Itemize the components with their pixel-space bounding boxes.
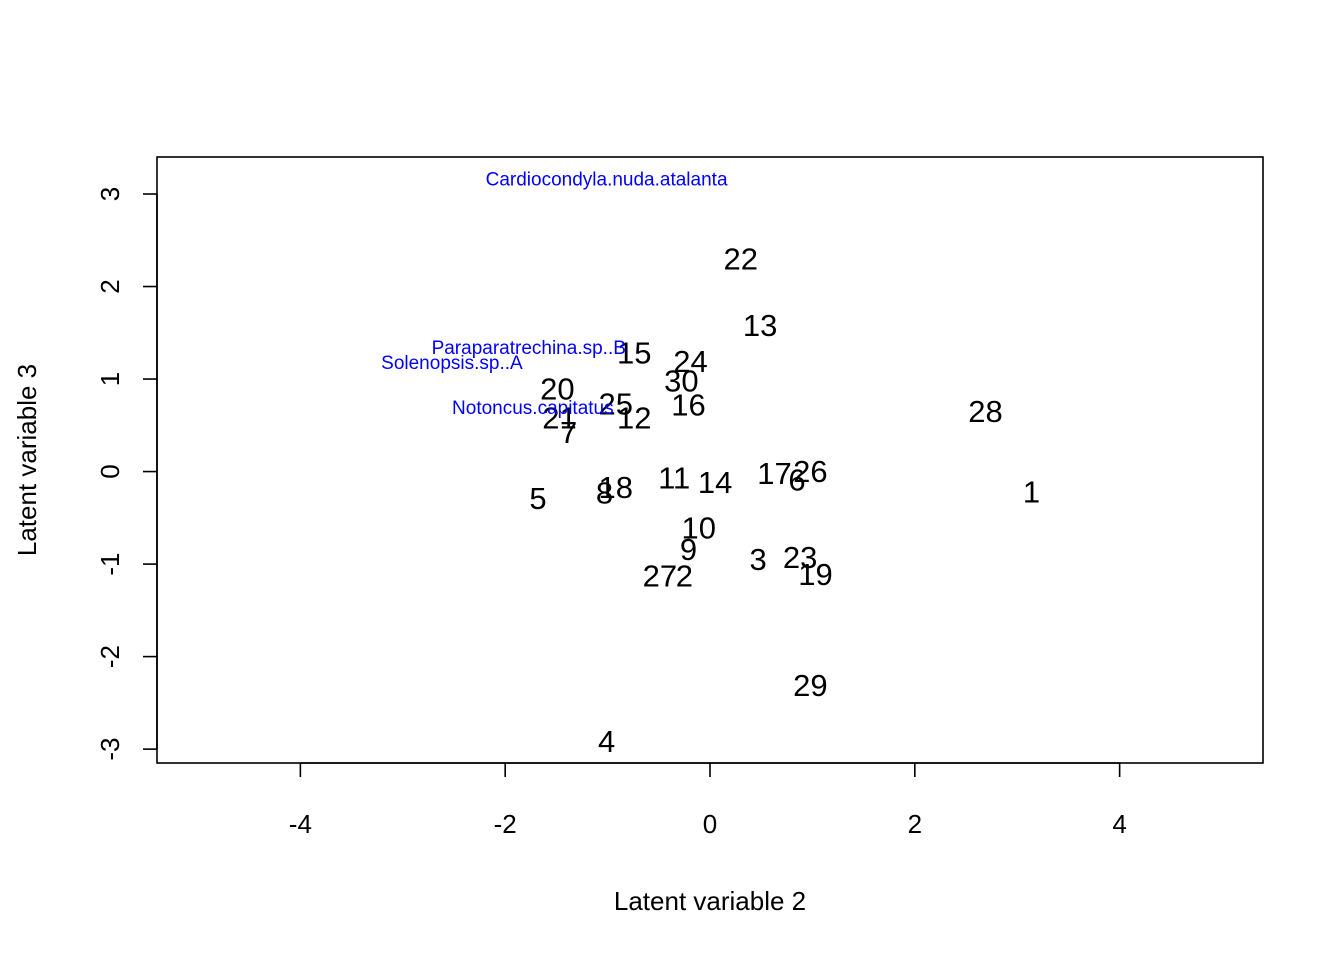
y-tick-label: 0 — [95, 464, 125, 478]
site-point-label: 29 — [793, 668, 827, 703]
x-axis: -4 -2 0 2 4 — [289, 762, 1127, 839]
site-point-label: 30 — [664, 363, 698, 398]
site-point-label: 18 — [599, 470, 633, 505]
site-point-label: 25 — [599, 387, 633, 422]
site-point-label: 27 — [643, 559, 677, 594]
site-point-label: 24 — [673, 344, 707, 379]
site-point-label: 8 — [596, 475, 613, 510]
site-point-label: 17 — [757, 456, 791, 491]
y-axis-title: Latent variable 3 — [12, 364, 42, 556]
plot-frame — [156, 156, 1264, 764]
site-point-label: 9 — [680, 532, 697, 567]
site-point-label: 23 — [783, 540, 817, 575]
site-point-label: 5 — [529, 481, 546, 516]
site-point-label: 6 — [788, 462, 805, 497]
y-axis: -3 -2 -1 0 1 2 3 — [95, 187, 158, 761]
site-point-label: 28 — [968, 394, 1002, 429]
species-point-label: Paraparatrechina.sp..B — [432, 338, 626, 359]
site-point-label: 11 — [658, 461, 690, 496]
site-point-label: 4 — [598, 724, 615, 759]
species-labels: Cardiocondyla.nuda.atalanta Paraparatrech… — [381, 170, 728, 420]
x-tick-label: 2 — [908, 809, 922, 839]
site-point-label: 10 — [681, 511, 715, 546]
species-point-label: Cardiocondyla.nuda.atalanta — [486, 170, 728, 191]
site-labels: 12 34567891011121314151617181920212223242… — [529, 241, 1040, 759]
y-tick-label: 2 — [95, 279, 125, 293]
x-tick-label: -4 — [289, 809, 312, 839]
y-tick-label: -1 — [95, 553, 125, 576]
x-tick-label: -2 — [494, 809, 517, 839]
y-tick-label: -2 — [95, 645, 125, 668]
site-point-label: 13 — [743, 308, 777, 343]
y-tick-label: 3 — [95, 187, 125, 201]
site-point-label: 1 — [1023, 474, 1040, 509]
site-point-label: 7 — [560, 415, 577, 450]
site-point-label: 2 — [676, 559, 693, 594]
species-point-label: Solenopsis.sp..A — [381, 353, 523, 374]
site-point-label: 26 — [793, 454, 827, 489]
site-point-label: 14 — [698, 465, 732, 500]
x-axis-title: Latent variable 2 — [614, 886, 806, 916]
y-tick-label: -3 — [95, 738, 125, 761]
site-point-label: 22 — [723, 241, 757, 276]
y-tick-label: 1 — [95, 372, 125, 386]
site-point-label: 15 — [617, 336, 651, 371]
x-tick-label: 4 — [1112, 809, 1126, 839]
site-point-label: 21 — [542, 400, 576, 435]
site-point-label: 20 — [540, 372, 574, 407]
site-point-label: 19 — [798, 557, 832, 592]
site-point-label: 16 — [671, 387, 705, 422]
x-tick-label: 0 — [703, 809, 717, 839]
site-point-label: 12 — [617, 400, 651, 435]
species-point-label: Notoncus.capitatus — [452, 398, 614, 419]
site-point-label: 3 — [750, 542, 767, 577]
